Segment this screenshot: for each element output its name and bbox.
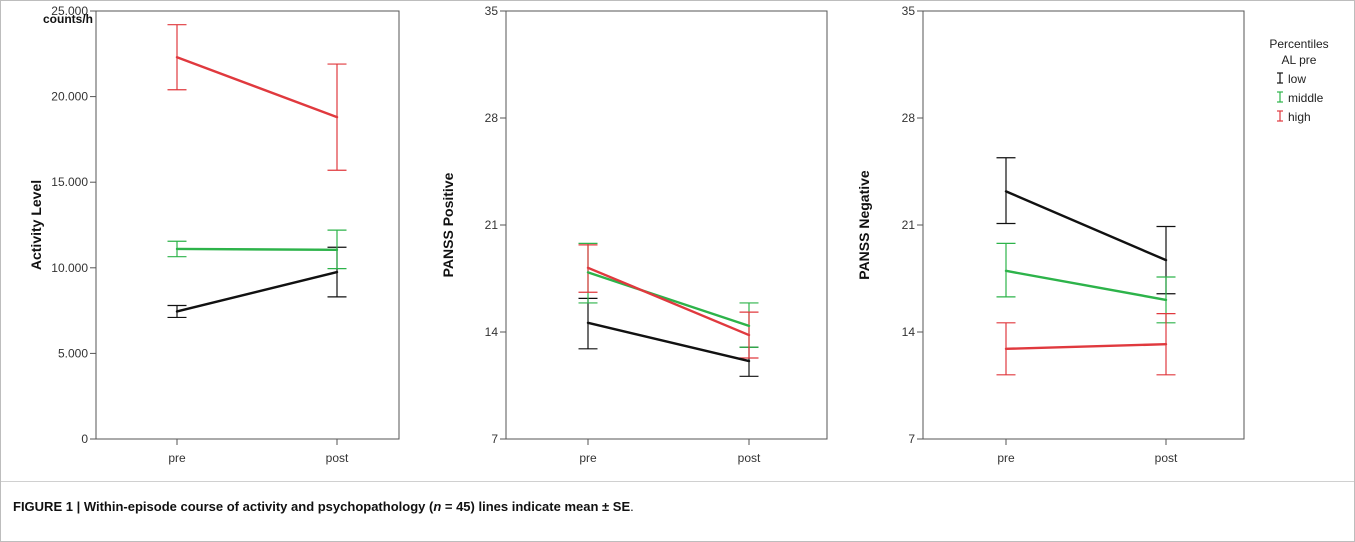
y-tick-label: 20.000 [51,90,88,104]
plot-frame [505,10,828,440]
series-line-high [586,266,751,337]
figure-caption: FIGURE 1 | Within-episode course of acti… [13,499,634,514]
legend-label-low: low [1288,72,1306,86]
y-tick-label: 15.000 [51,175,88,189]
caption-label: FIGURE 1 | [13,499,84,514]
series-line-low [175,270,339,313]
x-tick-label: post [1155,451,1178,465]
chart-panel-3: 7 14 21 28 35 pre post PANSS Negative [856,4,1245,465]
plot-frame [95,10,400,440]
y-tick-label: 25.000 [51,4,88,18]
y-tick-label: 14 [485,325,499,339]
legend-label-middle: middle [1288,91,1324,105]
y-tick-label: 28 [902,111,916,125]
y-unit-label: counts/h [43,12,93,26]
caption-divider [1,481,1354,482]
y-tick-label: 35 [902,4,916,18]
charts-canvas: 0 5.000 10.000 15.000 20.000 25.000 pre post Act… [28,4,1329,465]
caption-text-a: Within-episode course of activity and ps… [83,499,434,514]
y-axis-label: PANSS Positive [440,172,456,277]
y-tick-label: 21 [902,218,916,232]
x-tick-label: post [326,451,349,465]
x-tick-label: pre [579,451,597,465]
legend-title-line1: Percentiles [1269,37,1328,51]
caption-text-b: = 45) lines indicate mean ± SE [441,499,631,514]
y-tick-label: 21 [485,218,499,232]
y-tick-label: 14 [902,325,916,339]
x-tick-label: post [738,451,761,465]
y-axis-label: Activity Level [28,180,44,270]
y-tick-label: 35 [485,4,499,18]
series-line-middle [175,247,339,252]
series-line-low [586,321,751,363]
series-line-middle [586,271,751,328]
x-tick-label: pre [997,451,1015,465]
series-line-high [175,56,339,119]
legend: Percentiles AL pre low middle high [1269,37,1328,124]
legend-label-high: high [1288,110,1311,124]
y-tick-label: 28 [485,111,499,125]
legend-title-line2: AL pre [1282,53,1317,67]
chart-panel-1: 0 5.000 10.000 15.000 20.000 25.000 pre post Act… [28,4,400,465]
y-tick-label: 10.000 [51,261,88,275]
y-tick-label: 0 [81,432,88,446]
series-line-high [1004,343,1168,351]
y-axis-label: PANSS Negative [856,170,872,280]
y-tick-label: 7 [491,432,498,446]
caption-end: . [630,499,634,514]
chart-panel-2: 7 14 21 28 35 pre post PANSS Positive [440,4,828,465]
y-tick-label: 5.000 [58,346,88,360]
caption-n-variable: n [433,499,442,514]
y-tick-label: 7 [908,432,915,446]
x-tick-label: pre [168,451,186,465]
series-line-middle [1004,269,1168,302]
series-line-low [1004,190,1168,262]
